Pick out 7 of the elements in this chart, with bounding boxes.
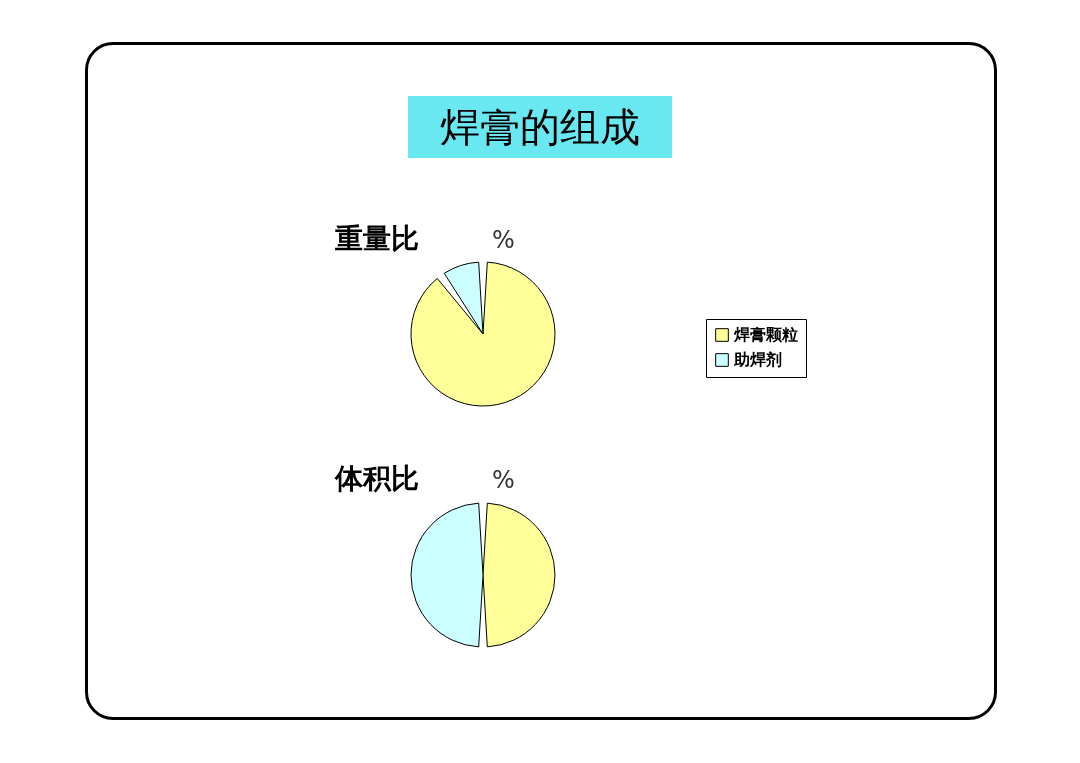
chart-subtitle: % bbox=[492, 466, 515, 494]
legend-label: 助焊剂 bbox=[733, 350, 782, 369]
heading-banner: 焊膏的组成 bbox=[408, 96, 672, 158]
chart-subtitle: % bbox=[492, 226, 515, 254]
legend-label: 焊膏颗粒 bbox=[733, 325, 798, 344]
chart-title: 体积比 bbox=[334, 462, 419, 495]
chart-title: 重量比 bbox=[334, 222, 419, 255]
